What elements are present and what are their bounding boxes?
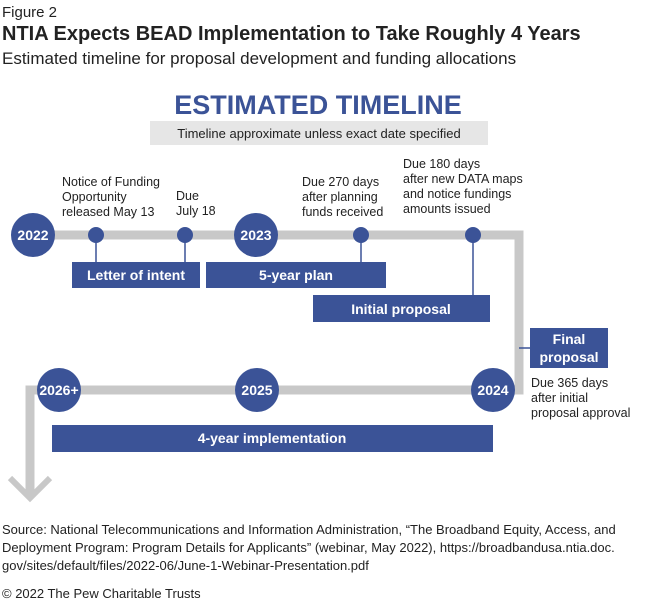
bar-label: 5-year plan xyxy=(259,267,333,283)
copyright: © 2022 The Pew Charitable Trusts xyxy=(2,586,201,601)
subtitle: Estimated timeline for proposal developm… xyxy=(2,49,516,68)
annotation-line: Due 365 days xyxy=(531,376,608,390)
annotation-line: and notice fundings xyxy=(403,187,511,201)
annotation-line: Due xyxy=(176,189,199,203)
title: NTIA Expects BEAD Implementation to Take… xyxy=(2,23,581,45)
year-circles xyxy=(11,213,515,412)
note: Timeline approximate unless exact date s… xyxy=(177,126,461,141)
footer: Source: National Telecommunications and … xyxy=(2,522,616,601)
connectors xyxy=(95,235,530,349)
bars xyxy=(52,262,608,452)
arrow-head xyxy=(7,475,53,503)
annotation-line: Due 270 days xyxy=(302,175,379,189)
source-line: gov/sites/default/files/2022-06/June-1-W… xyxy=(2,558,369,573)
milestones xyxy=(88,227,481,243)
figure-label: Figure 2 xyxy=(2,4,57,21)
bar-label: Initial proposal xyxy=(351,301,451,317)
bar-label: Final xyxy=(553,331,586,347)
heading: ESTIMATED TIMELINE xyxy=(174,90,462,120)
annotation-line: funds received xyxy=(302,205,383,219)
annotation-line: proposal approval xyxy=(531,406,630,420)
annotation-line: after initial xyxy=(531,391,588,405)
note-box xyxy=(150,121,488,145)
bar-label: proposal xyxy=(539,349,598,365)
year: 2022 xyxy=(17,227,48,243)
annotation-line: released May 13 xyxy=(62,205,154,219)
year: 2023 xyxy=(240,227,271,243)
source-line: Deployment Program: Program Details for … xyxy=(2,540,615,555)
year: 2025 xyxy=(241,382,272,398)
annotation-line: Due 180 days xyxy=(403,157,480,171)
bar-label: Letter of intent xyxy=(87,267,185,283)
annotation-line: after new DATA maps xyxy=(403,172,523,186)
source-line: Source: National Telecommunications and … xyxy=(2,522,616,537)
year: 2026+ xyxy=(39,382,78,398)
bar-label: 4-year implementation xyxy=(198,430,347,446)
annotation-line: Notice of Funding xyxy=(62,175,160,189)
annotation-line: July 18 xyxy=(176,204,216,218)
year: 2024 xyxy=(477,382,508,398)
annotation-line: after planning xyxy=(302,190,378,204)
annotation-line: amounts issued xyxy=(403,202,491,216)
annotation-line: Opportunity xyxy=(62,190,127,204)
